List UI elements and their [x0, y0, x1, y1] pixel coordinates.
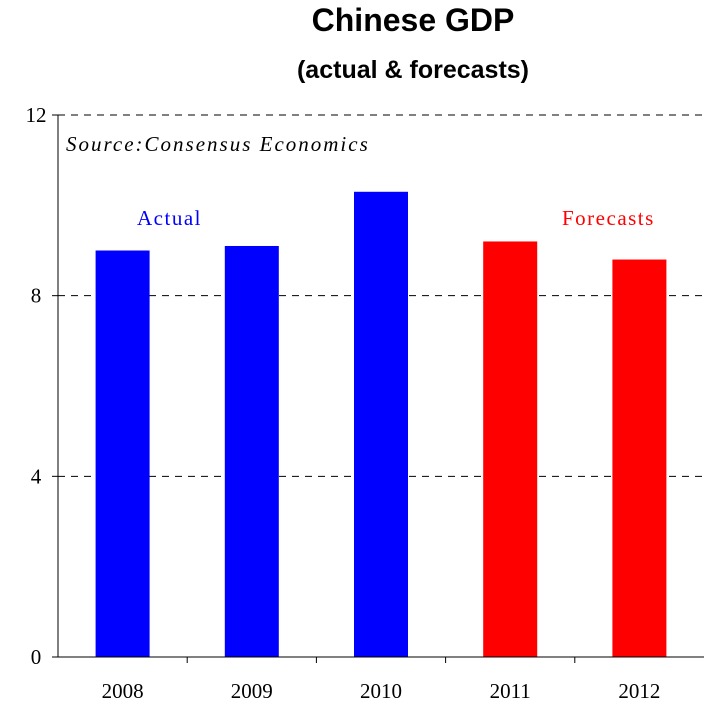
chart-subtitle: (actual & forecasts) [296, 56, 530, 84]
x-tick-label: 2008 [102, 679, 144, 703]
y-tick-label: 12 [26, 103, 47, 127]
source-note: Source:Consensus Economics [66, 132, 370, 156]
bar-2011 [483, 241, 538, 657]
x-tick-label: 2009 [231, 679, 273, 703]
chart-title: Chinese GDP [311, 2, 515, 38]
x-tick-label: 2012 [618, 679, 660, 703]
y-tick-label: 0 [31, 645, 42, 669]
y-tick-label: 8 [31, 284, 42, 308]
bar-2008 [95, 250, 150, 657]
gridlines [58, 114, 704, 477]
bar-2012 [612, 259, 667, 657]
x-tick-label: 2011 [490, 679, 531, 703]
bar-2010 [354, 191, 408, 658]
bar-2009 [224, 245, 279, 657]
annotation-actual: Actual [137, 206, 202, 230]
bars [95, 191, 667, 658]
x-tick-label: 2010 [360, 679, 402, 703]
annotation-forecasts: Forecasts [562, 206, 655, 230]
y-tick-label: 4 [31, 464, 42, 488]
tick-labels: 0 4 8 12 2008 2009 2010 2011 2012 [26, 103, 661, 703]
axes [52, 114, 704, 663]
